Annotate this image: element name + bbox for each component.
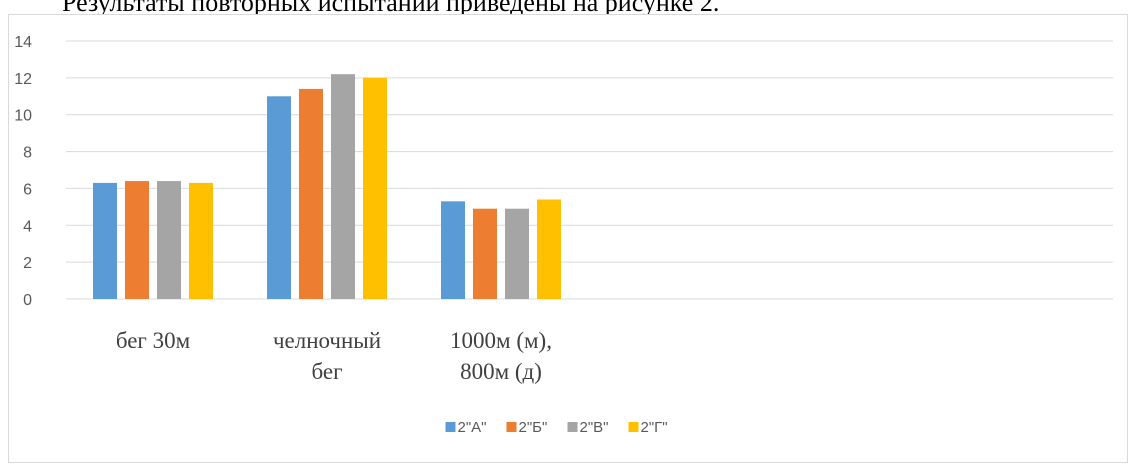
chart-area: 0 2 4 6 8 10 12 14 бег 30м челночный бег 1000м (м)… [8, 14, 1128, 463]
category-label: челночный [273, 328, 381, 353]
y-tick-label: 2 [23, 255, 32, 272]
bar [157, 181, 181, 299]
bars [93, 74, 561, 300]
legend: 2"А" 2"Б" 2"В" 2"Г" [445, 419, 668, 436]
y-tick-label: 12 [14, 71, 32, 88]
bar [93, 182, 117, 299]
legend-swatch [445, 422, 456, 432]
y-tick-label: 8 [23, 145, 32, 162]
legend-swatch [506, 422, 517, 432]
bar [331, 74, 355, 299]
y-tick-label: 0 [23, 292, 32, 309]
x-axis-category-labels: бег 30м челночный бег 1000м (м), 800м (д) [116, 328, 552, 384]
category-label: бег 30м [116, 328, 191, 353]
legend-swatch [628, 422, 639, 432]
bar [189, 182, 213, 299]
legend-label: 2"В" [580, 419, 609, 436]
bar [363, 77, 387, 299]
y-tick-label: 6 [23, 181, 32, 198]
y-tick-label: 10 [14, 108, 32, 125]
gridlines [66, 40, 1113, 300]
bar [299, 88, 323, 300]
legend-label: 2"А" [458, 419, 487, 436]
document-heading: Результаты повторных испытаний приведены… [62, 0, 720, 17]
bar [267, 96, 291, 300]
bar [537, 199, 561, 299]
y-axis-tick-labels: 0 2 4 6 8 10 12 14 [14, 34, 32, 309]
bar-chart: 0 2 4 6 8 10 12 14 бег 30м челночный бег 1000м (м)… [14, 34, 1113, 436]
bar [441, 201, 465, 299]
bar [473, 208, 497, 299]
y-tick-label: 4 [23, 218, 32, 235]
legend-label: 2"Б" [519, 419, 548, 436]
legend-swatch [567, 422, 578, 432]
bar [505, 208, 529, 299]
bar [125, 181, 149, 299]
legend-label: 2"Г" [641, 419, 668, 436]
category-label: 800м (д) [460, 359, 542, 384]
y-tick-label: 14 [14, 34, 32, 51]
category-label: бег [311, 359, 342, 384]
category-label: 1000м (м), [450, 328, 552, 353]
